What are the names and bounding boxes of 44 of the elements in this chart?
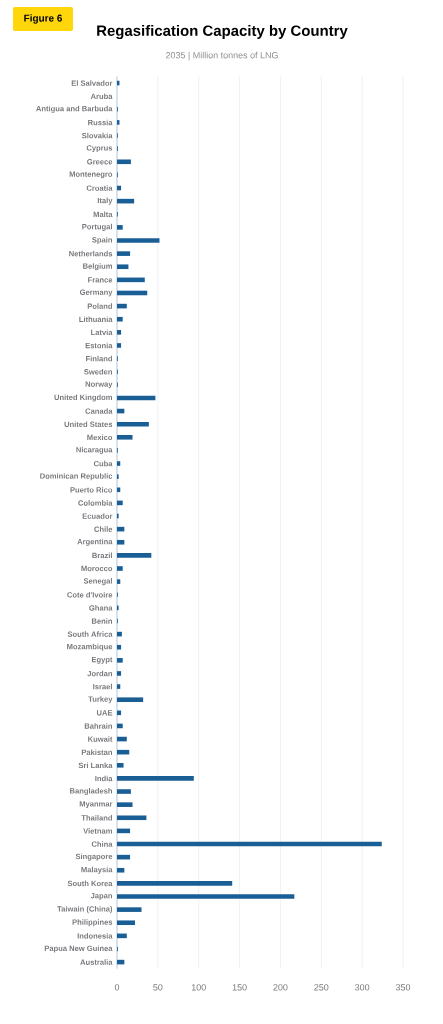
bar: [117, 553, 152, 558]
chart-subtitle: 2035 | Million tonnes of LNG: [165, 51, 278, 61]
bar: [117, 658, 123, 663]
bar: [117, 500, 123, 506]
bar: [117, 225, 123, 230]
bar: [117, 579, 121, 584]
x-tick-label: 0: [114, 984, 120, 991]
bar: [117, 435, 133, 440]
bar: [117, 920, 135, 926]
caption: Figure 6: [24, 14, 63, 24]
bar: [117, 238, 160, 243]
bar: [117, 671, 122, 676]
bar: [117, 697, 144, 702]
bar: [117, 789, 131, 794]
bar: [117, 120, 120, 125]
x-tick-label: 100: [191, 984, 206, 991]
bar: [117, 264, 129, 270]
chart-title: Regasification Capacity by Country: [97, 25, 348, 39]
x-tick-label: 250: [314, 984, 329, 991]
bar: [117, 802, 133, 807]
x-tick-label: 50: [153, 984, 163, 991]
bar: [117, 894, 295, 899]
bar: [117, 343, 122, 348]
bar: [117, 461, 121, 466]
bar: [117, 159, 131, 165]
bar: [117, 684, 121, 689]
bar: [117, 881, 233, 886]
bar: [117, 316, 123, 322]
bar: [117, 566, 123, 571]
bar: [117, 867, 125, 873]
bar: [117, 776, 194, 781]
x-tick-label: 150: [232, 984, 247, 991]
bar: [117, 539, 125, 545]
bar: [117, 907, 142, 912]
x-tick-label: 350: [395, 984, 411, 991]
bar: [117, 251, 131, 256]
bar: [117, 762, 124, 768]
bar: [117, 723, 123, 729]
x-tick-label: 200: [273, 984, 288, 991]
x-tick-label: 300: [355, 984, 370, 991]
bar: [117, 815, 147, 821]
bar: [117, 487, 121, 493]
bar: [117, 644, 122, 650]
bar: [117, 330, 122, 335]
